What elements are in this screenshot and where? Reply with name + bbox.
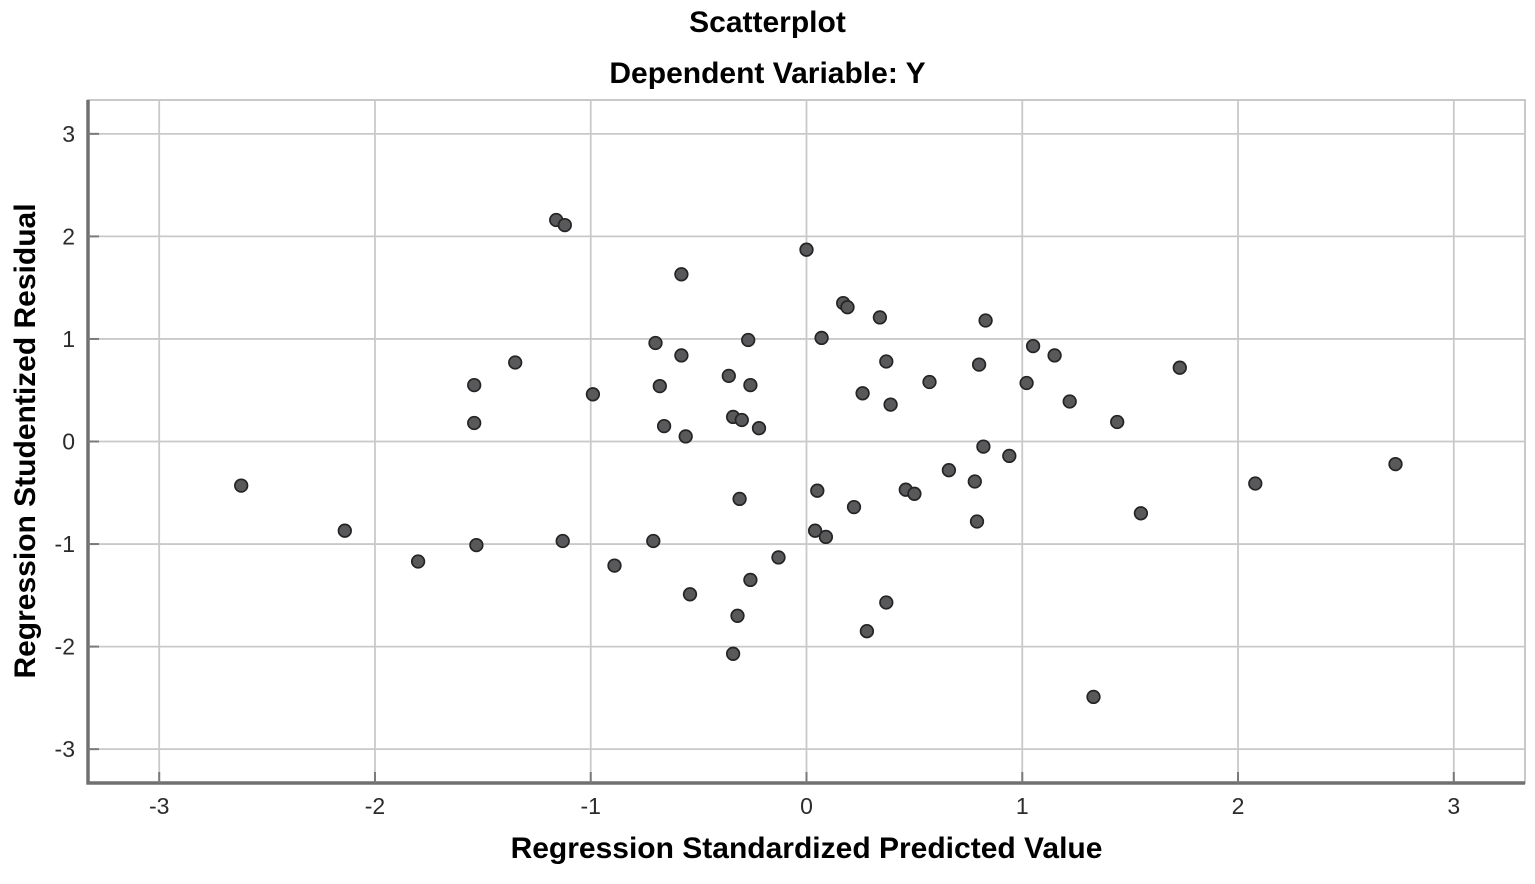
- y-tick-label: 2: [62, 223, 75, 249]
- data-point: [771, 550, 786, 565]
- x-tick-label: 2: [1232, 793, 1245, 819]
- data-point: [410, 554, 426, 569]
- data-point: [879, 354, 894, 369]
- data-point: [743, 572, 758, 588]
- data-point: [734, 412, 749, 428]
- y-tick-label: 0: [62, 429, 75, 455]
- data-point: [1110, 414, 1125, 430]
- x-tick-label: -1: [581, 793, 601, 819]
- data-point: [1133, 506, 1149, 521]
- x-tick-label: -2: [365, 793, 385, 819]
- data-point: [1086, 689, 1101, 705]
- data-point: [751, 421, 767, 436]
- data-point: [508, 355, 523, 370]
- data-point: [652, 378, 667, 394]
- data-point: [922, 374, 937, 390]
- data-point: [555, 533, 570, 549]
- data-point: [799, 242, 814, 257]
- data-point: [1388, 456, 1403, 472]
- data-point: [872, 310, 888, 325]
- x-tick-label: -3: [149, 793, 169, 819]
- data-point: [907, 486, 922, 501]
- y-tick-label: 1: [62, 326, 75, 352]
- data-point: [818, 529, 834, 545]
- data-point: [682, 587, 698, 602]
- data-point: [467, 377, 482, 393]
- x-tick-label: 0: [800, 793, 813, 819]
- y-tick-label: -3: [55, 736, 75, 762]
- data-point: [467, 415, 482, 431]
- data-point: [656, 418, 672, 434]
- data-point: [337, 523, 352, 538]
- data-point: [646, 533, 661, 549]
- data-point: [730, 608, 745, 623]
- chart-subtitle: Dependent Variable: Y: [609, 57, 926, 90]
- data-point: [879, 595, 894, 610]
- data-point: [557, 217, 572, 233]
- data-point: [585, 387, 601, 402]
- y-tick-label: -1: [55, 531, 75, 557]
- data-point: [648, 335, 663, 351]
- data-point: [1002, 448, 1017, 464]
- data-point: [1047, 348, 1062, 363]
- x-tick-label: 1: [1016, 793, 1029, 819]
- data-point: [1062, 394, 1077, 409]
- data-point: [721, 368, 736, 384]
- data-point: [846, 499, 862, 515]
- data-point: [840, 300, 855, 315]
- data-point: [967, 474, 982, 489]
- x-tick-label: 3: [1447, 793, 1460, 819]
- x-axis-title: Regression Standardized Predicted Value: [510, 832, 1103, 865]
- data-point: [678, 429, 693, 444]
- y-tick-label: 3: [62, 121, 75, 147]
- data-point: [674, 348, 689, 363]
- data-point: [741, 332, 756, 348]
- data-point: [674, 267, 689, 282]
- data-point: [969, 514, 985, 529]
- data-point: [732, 491, 747, 507]
- data-point: [859, 624, 875, 639]
- data-point: [971, 357, 987, 372]
- data-point: [1019, 375, 1034, 391]
- y-tick-label: -2: [55, 634, 75, 660]
- data-point: [743, 377, 758, 393]
- data-point: [725, 646, 741, 661]
- data-point: [1172, 360, 1187, 375]
- data-point: [607, 558, 622, 573]
- data-point: [1248, 476, 1263, 491]
- data-point: [941, 463, 957, 478]
- data-point: [855, 386, 870, 401]
- data-point: [810, 483, 825, 498]
- data-point: [976, 439, 991, 454]
- data-point: [469, 537, 484, 553]
- chart-title: Scatterplot: [689, 6, 846, 39]
- data-point: [807, 523, 823, 538]
- data-point: [234, 478, 249, 493]
- data-point: [1025, 338, 1041, 354]
- data-point: [814, 330, 829, 346]
- data-point: [883, 397, 898, 412]
- data-point: [978, 313, 993, 328]
